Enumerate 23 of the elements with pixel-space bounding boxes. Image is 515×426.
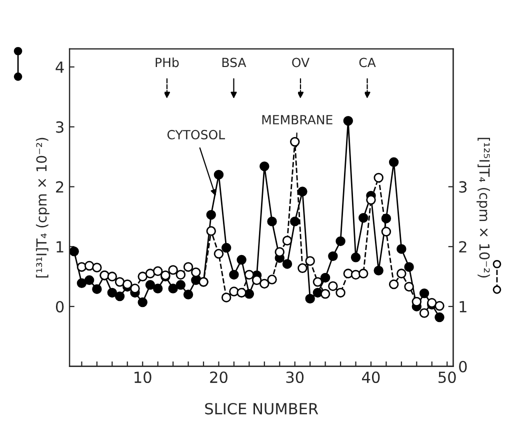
x-tick-label: 10 xyxy=(134,371,152,384)
x-tick-label: 40 xyxy=(362,371,380,384)
y2-tick-label: 2 xyxy=(459,241,466,252)
x-tick-label: 50 xyxy=(438,371,456,384)
y-tick-label: 4 xyxy=(56,62,64,73)
y2-tick-label: 0 xyxy=(459,360,467,372)
y-tick-label: 1 xyxy=(56,241,64,252)
x-axis-title: SLICE NUMBER xyxy=(205,402,318,414)
annotation: BSA xyxy=(222,58,246,68)
y-axis-title: [¹³¹I]T₄ (cpm × 10⁻²) xyxy=(36,138,50,278)
y2-axis-title: [¹²⁵I]T₄ (cpm × 10⁻²) xyxy=(476,138,490,278)
annotation: CA xyxy=(359,58,376,68)
text: CYTOSOL xyxy=(167,130,226,140)
annotation: OV xyxy=(292,58,310,68)
annotation: PHb xyxy=(156,58,179,68)
y-tick-label: 0 xyxy=(56,300,64,312)
y2-tick-label: 1 xyxy=(460,301,466,312)
y-tick-label: 2 xyxy=(56,181,64,193)
x-tick-label: 30 xyxy=(286,371,304,384)
series-label: MEMBRANE xyxy=(262,115,332,124)
y-tick-label: 3 xyxy=(56,121,64,133)
x-tick-label: 20 xyxy=(210,371,228,384)
y2-tick-label: 3 xyxy=(459,181,467,193)
